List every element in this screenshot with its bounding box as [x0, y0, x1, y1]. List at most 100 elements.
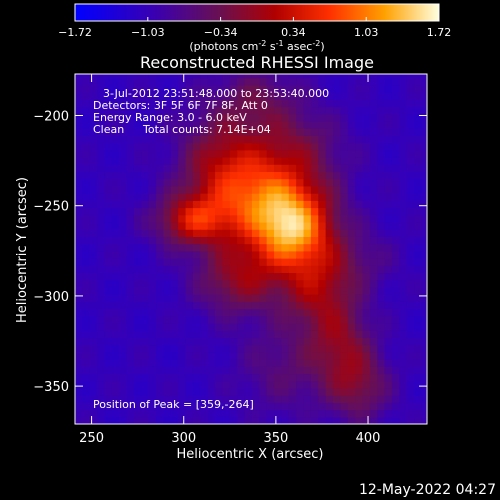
- heatmap-cell: [97, 185, 106, 194]
- heatmap-cell: [200, 185, 209, 194]
- heatmap-cell: [399, 106, 408, 115]
- heatmap-cell: [119, 409, 128, 418]
- heatmap-cell: [148, 330, 157, 339]
- heatmap-cell: [377, 359, 386, 367]
- heatmap-cell: [237, 236, 246, 245]
- heatmap-cell: [133, 207, 142, 216]
- heatmap-cell: [163, 185, 172, 194]
- heatmap-cell: [288, 178, 297, 187]
- heatmap-cell: [303, 128, 312, 136]
- heatmap-cell: [274, 84, 283, 93]
- heatmap-cell: [82, 359, 91, 367]
- heatmap-cell: [347, 265, 356, 274]
- heatmap-cell: [75, 185, 83, 194]
- heatmap-cell: [89, 74, 98, 79]
- heatmap-cell: [192, 294, 201, 302]
- heatmap-cell: [340, 387, 349, 396]
- heatmap-cell: [384, 84, 393, 93]
- heatmap-cell: [281, 243, 290, 252]
- heatmap-cell: [406, 214, 415, 223]
- heatmap-cell: [119, 344, 128, 353]
- heatmap-cell: [266, 337, 275, 346]
- heatmap-cell: [192, 171, 201, 180]
- heatmap-cell: [148, 156, 157, 165]
- heatmap-cell: [399, 380, 408, 389]
- heatmap-cell: [318, 265, 327, 274]
- heatmap-cell: [421, 207, 427, 216]
- heatmap-cell: [133, 214, 142, 223]
- heatmap-cell: [251, 409, 260, 418]
- heatmap-cell: [200, 135, 209, 144]
- heatmap-cell: [251, 149, 260, 158]
- heatmap-cell: [178, 221, 187, 230]
- heatmap-cell: [163, 366, 172, 375]
- heatmap-cell: [288, 402, 297, 411]
- heatmap-cell: [310, 294, 319, 302]
- heatmap-cell: [119, 380, 128, 389]
- heatmap-cell: [148, 344, 157, 353]
- heatmap-cell: [229, 366, 238, 375]
- heatmap-cell: [347, 193, 356, 201]
- heatmap-cell: [414, 156, 423, 165]
- heatmap-cell: [251, 74, 260, 79]
- heatmap-cell: [126, 185, 135, 194]
- heatmap-cell: [384, 373, 393, 382]
- heatmap-cell: [163, 120, 172, 129]
- heatmap-cell: [170, 337, 179, 346]
- heatmap-cell: [281, 113, 290, 122]
- heatmap-cell: [340, 337, 349, 346]
- heatmap-cell: [119, 243, 128, 252]
- heatmap-cell: [170, 221, 179, 230]
- heatmap-cell: [251, 99, 260, 108]
- heatmap-cell: [325, 322, 334, 331]
- heatmap-cell: [192, 128, 201, 136]
- heatmap-cell: [333, 135, 341, 144]
- heatmap-cell: [369, 373, 378, 382]
- heatmap-cell: [266, 395, 275, 403]
- heatmap-cell: [185, 236, 194, 245]
- heatmap-cell: [310, 265, 319, 274]
- heatmap-cell: [391, 330, 400, 339]
- heatmap-cell: [133, 156, 142, 165]
- heatmap-cell: [414, 135, 423, 144]
- heatmap-cell: [266, 135, 275, 144]
- heatmap-cell: [237, 351, 246, 360]
- heatmap-cell: [281, 416, 290, 424]
- heatmap-cell: [185, 92, 194, 100]
- heatmap-cell: [377, 77, 386, 86]
- colorbar-tick-label: −1.03: [131, 26, 165, 39]
- heatmap-cell: [104, 294, 113, 302]
- heatmap-cell: [347, 106, 356, 115]
- heatmap-cell: [421, 366, 427, 375]
- heatmap-cell: [244, 301, 253, 310]
- heatmap-cell: [296, 279, 305, 288]
- heatmap-cell: [111, 164, 120, 173]
- heatmap-cell: [414, 200, 423, 209]
- heatmap-cell: [82, 135, 91, 144]
- heatmap-cell: [104, 322, 113, 331]
- heatmap-cell: [310, 359, 319, 367]
- heatmap-cell: [237, 272, 246, 281]
- heatmap-cell: [251, 301, 260, 310]
- heatmap-cell: [215, 315, 224, 324]
- heatmap-cell: [192, 308, 201, 317]
- heatmap-cell: [377, 221, 386, 230]
- heatmap-cell: [178, 308, 187, 317]
- heatmap-cell: [391, 74, 400, 79]
- heatmap-cell: [97, 128, 106, 136]
- heatmap-cell: [244, 250, 253, 259]
- heatmap-cell: [141, 344, 150, 353]
- heatmap-cell: [274, 164, 283, 173]
- heatmap-cell: [119, 373, 128, 382]
- heatmap-cell: [207, 207, 216, 216]
- heatmap-cell: [170, 286, 179, 295]
- heatmap-cell: [355, 380, 364, 389]
- heatmap-cell: [200, 128, 209, 136]
- heatmap-cell: [75, 74, 83, 79]
- heatmap-cell: [384, 200, 393, 209]
- heatmap-cell: [391, 258, 400, 266]
- heatmap-cell: [75, 178, 83, 187]
- heatmap-cell: [215, 92, 224, 100]
- heatmap-cell: [340, 395, 349, 403]
- heatmap-cell: [207, 250, 216, 259]
